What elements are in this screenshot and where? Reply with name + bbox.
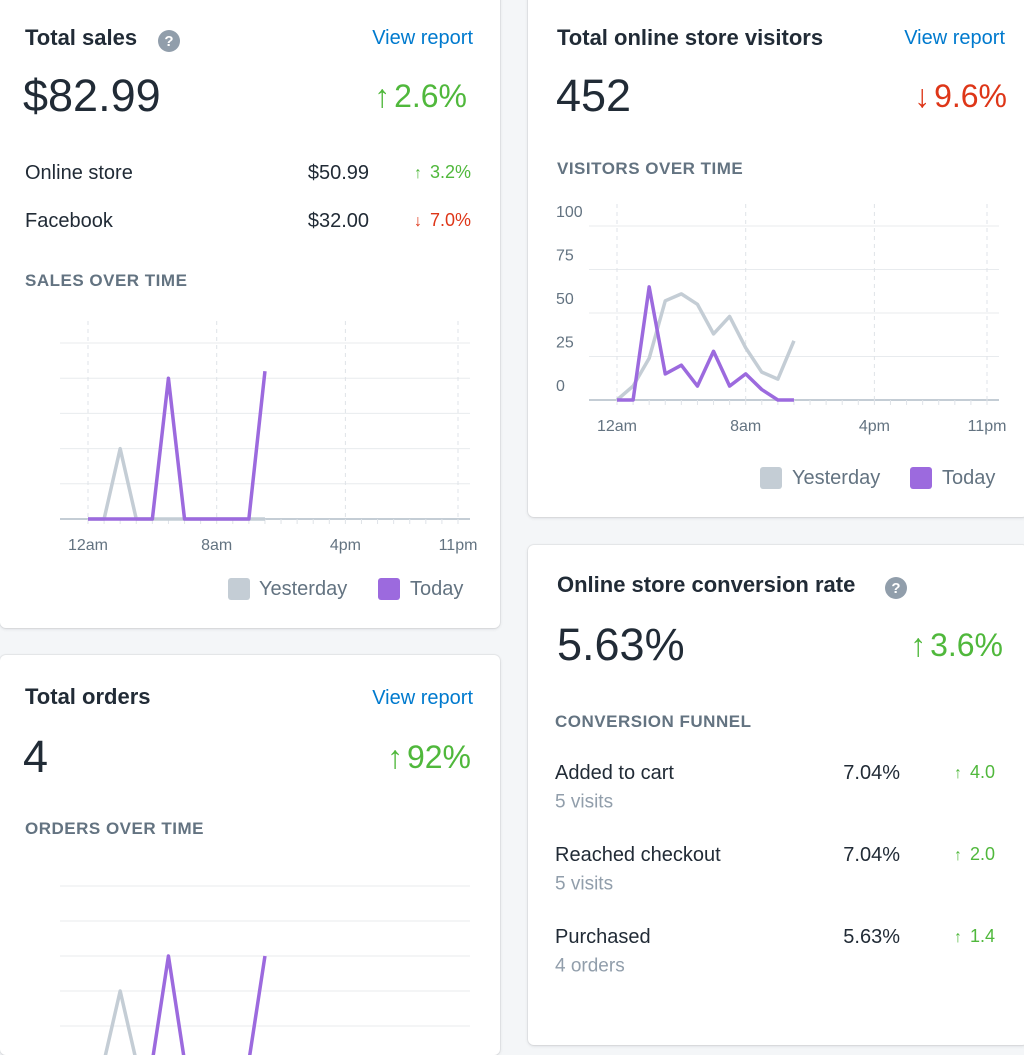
funnel-value: 5.63% bbox=[843, 926, 900, 948]
change-value: 7.0% bbox=[429, 210, 471, 231]
view-report[interactable]: View report bbox=[372, 687, 473, 709]
svg-text:?: ? bbox=[164, 33, 173, 50]
arrow-icon bbox=[914, 78, 930, 114]
legend-label: Today bbox=[942, 467, 996, 489]
card-title: Total sales bbox=[25, 24, 138, 50]
y-tick-label: 0 bbox=[556, 378, 565, 395]
arrow-icon bbox=[954, 847, 962, 864]
sales-chart: 12am 8am 4pm 11pm bbox=[60, 321, 478, 554]
y-tick-label: 50 bbox=[556, 291, 574, 308]
visitors-card bbox=[528, 0, 1024, 517]
y-tick-label: 25 bbox=[556, 335, 574, 352]
x-tick-label: 12am bbox=[68, 537, 108, 554]
change-value: 2.6% bbox=[394, 77, 467, 114]
y-tick-label: 100 bbox=[556, 204, 583, 221]
funnel-change: 4.0 bbox=[954, 762, 995, 784]
x-tick-label: 8am bbox=[730, 418, 761, 435]
change-value: 1.4 bbox=[969, 926, 995, 947]
row-value: $50.99 bbox=[307, 162, 369, 184]
conversion-card bbox=[528, 545, 1024, 1045]
funnel-detail: 4 orders bbox=[555, 955, 625, 977]
arrow-icon bbox=[374, 78, 390, 114]
change-value: 92% bbox=[406, 738, 471, 775]
metric-value: 4 bbox=[23, 731, 49, 782]
arrow-icon bbox=[414, 213, 422, 230]
metric-value: 452 bbox=[556, 70, 632, 121]
series-line bbox=[88, 370, 267, 521]
x-tick-label: 11pm bbox=[439, 537, 478, 554]
change-value: 3.6% bbox=[930, 626, 1003, 663]
orders-chart bbox=[60, 885, 470, 1055]
funnel-change: 2.0 bbox=[954, 844, 995, 866]
funnel-label: Added to cart bbox=[555, 762, 674, 784]
visitors-chart: 0 25 50 75 100 12am 8am 4pm 11pm bbox=[556, 204, 1007, 435]
series-line bbox=[617, 285, 794, 402]
funnel-value: 7.04% bbox=[843, 844, 900, 866]
section-title: CONVERSION FUNNEL bbox=[555, 711, 752, 731]
change-value: 2.0 bbox=[969, 844, 995, 865]
change-value: 3.2% bbox=[429, 162, 471, 183]
funnel-label: Reached checkout bbox=[555, 844, 721, 866]
arrow-icon bbox=[954, 765, 962, 782]
arrow-icon bbox=[910, 627, 926, 663]
funnel-detail: 5 visits bbox=[555, 873, 614, 895]
funnel-label: Purchased bbox=[555, 926, 651, 948]
card-title: Online store conversion rate bbox=[557, 571, 856, 597]
x-tick-label: 8am bbox=[201, 537, 232, 554]
arrow-icon bbox=[954, 929, 962, 946]
legend-label: Today bbox=[410, 578, 464, 600]
row-label: Facebook bbox=[25, 210, 113, 232]
metric-change: 2.6% bbox=[374, 77, 467, 115]
x-tick-label: 4pm bbox=[330, 537, 361, 554]
legend-label: Yesterday bbox=[259, 578, 348, 600]
chart-title: ORDERS OVER TIME bbox=[25, 818, 204, 838]
funnel-change: 1.4 bbox=[954, 926, 995, 948]
legend-swatch bbox=[910, 467, 932, 489]
metric-change: 3.6% bbox=[910, 626, 1003, 664]
orders-card bbox=[0, 655, 500, 1055]
chart-title: SALES OVER TIME bbox=[25, 270, 188, 290]
view-report[interactable]: View report bbox=[372, 27, 473, 49]
sales-card bbox=[0, 0, 500, 628]
series-line bbox=[615, 292, 796, 402]
funnel-detail: 5 visits bbox=[555, 791, 614, 813]
help-icon[interactable]: ? bbox=[157, 29, 181, 53]
x-tick-label: 11pm bbox=[968, 418, 1007, 435]
row-change: 7.0% bbox=[414, 210, 471, 232]
x-tick-label: 12am bbox=[597, 418, 637, 435]
arrow-icon bbox=[414, 165, 422, 182]
funnel-value: 7.04% bbox=[843, 762, 900, 784]
x-tick-label: 4pm bbox=[859, 418, 890, 435]
card-title: Total online store visitors bbox=[557, 24, 824, 50]
change-value: 4.0 bbox=[969, 762, 995, 783]
metric-change: 9.6% bbox=[914, 77, 1007, 115]
legend-label: Yesterday bbox=[792, 467, 881, 489]
row-change: 3.2% bbox=[414, 162, 471, 184]
metric-change: 92% bbox=[387, 738, 471, 776]
svg-text:?: ? bbox=[891, 580, 900, 597]
row-label: Online store bbox=[25, 162, 133, 184]
legend-swatch bbox=[378, 578, 400, 600]
row-value: $32.00 bbox=[307, 210, 369, 232]
card-title: Total orders bbox=[25, 683, 151, 709]
legend-swatch bbox=[760, 467, 782, 489]
view-report[interactable]: View report bbox=[904, 27, 1005, 49]
chart-title: VISITORS OVER TIME bbox=[557, 158, 744, 178]
change-value: 9.6% bbox=[934, 77, 1007, 114]
y-tick-label: 75 bbox=[556, 248, 574, 265]
arrow-icon bbox=[387, 739, 403, 775]
metric-value: 5.63% bbox=[557, 619, 685, 670]
legend-swatch bbox=[228, 578, 250, 600]
metric-value: $82.99 bbox=[23, 70, 161, 121]
help-icon[interactable]: ? bbox=[884, 576, 908, 600]
